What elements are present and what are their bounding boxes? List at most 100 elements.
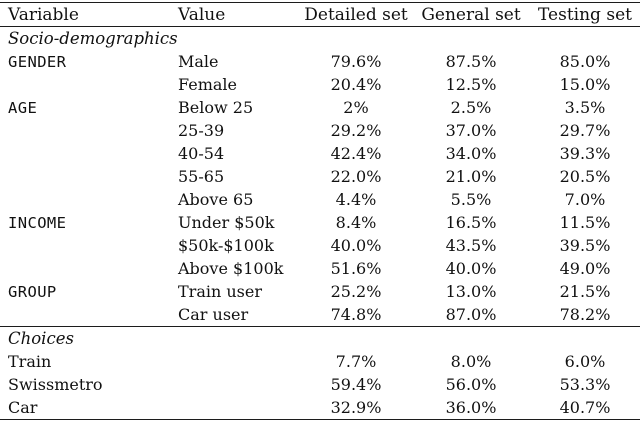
cell-value: 55-65 (178, 167, 225, 186)
cell-detailed-set: 2% (343, 98, 369, 117)
cell-detailed-set: 8.4% (335, 213, 377, 232)
cell-detailed-set: 59.4% (330, 375, 382, 394)
cell-variable: INCOME (8, 213, 67, 232)
cell-variable: Car (8, 398, 38, 417)
cell-general-set: 43.5% (445, 236, 497, 255)
cell-variable (0, 142, 170, 165)
table-row: Swissmetro 59.4% 56.0% 53.3% (0, 373, 640, 396)
cell-general-set: 2.5% (450, 98, 492, 117)
cell-testing-set: 85.0% (559, 52, 611, 71)
table-header: Variable Value Detailed set General set … (0, 2, 640, 27)
cell-value: Male (178, 52, 219, 71)
cell-general-set: 36.0% (445, 398, 497, 417)
cell-general-set: 8.0% (450, 352, 492, 371)
table-row: INCOME Under $50k 8.4% 16.5% 11.5% (0, 211, 640, 234)
cell-general-set: 16.5% (445, 213, 497, 232)
cell-detailed-set: 22.0% (330, 167, 382, 186)
cell-testing-set: 40.7% (559, 398, 611, 417)
cell-detailed-set: 40.0% (330, 236, 382, 255)
section-row: Socio-demographics (0, 27, 640, 51)
column-header-variable: Variable (0, 2, 170, 27)
cell-value (170, 396, 300, 420)
cell-general-set: 87.5% (445, 52, 497, 71)
section-title: Choices (0, 326, 640, 350)
cell-general-set: 5.5% (450, 190, 492, 209)
table-row: Car user 74.8% 87.0% 78.2% (0, 303, 640, 327)
cell-general-set: 21.0% (445, 167, 497, 186)
cell-testing-set: 39.5% (559, 236, 611, 255)
cell-testing-set: 11.5% (559, 213, 611, 232)
table-body: Socio-demographics GENDER Male 79.6% 87.5% 85… (0, 27, 640, 420)
table-row: GENDER Male 79.6% 87.5% 85.0% (0, 50, 640, 73)
cell-detailed-set: 79.6% (330, 52, 382, 71)
cell-general-set: 87.0% (445, 305, 497, 324)
table-row: Car 32.9% 36.0% 40.7% (0, 396, 640, 420)
cell-variable (0, 119, 170, 142)
cell-general-set: 56.0% (445, 375, 497, 394)
cell-variable (0, 234, 170, 257)
cell-detailed-set: 42.4% (330, 144, 382, 163)
cell-variable (0, 257, 170, 280)
cell-value: Below 25 (178, 98, 254, 117)
cell-testing-set: 39.3% (559, 144, 611, 163)
table-row: GROUP Train user 25.2% 13.0% 21.5% (0, 280, 640, 303)
cell-detailed-set: 32.9% (330, 398, 382, 417)
cell-value: Female (178, 75, 237, 94)
cell-detailed-set: 25.2% (330, 282, 382, 301)
column-header-value: Value (170, 2, 300, 27)
cell-testing-set: 15.0% (559, 75, 611, 94)
cell-testing-set: 7.0% (564, 190, 606, 209)
cell-testing-set: 53.3% (559, 375, 611, 394)
table-row: 55-65 22.0% 21.0% 20.5% (0, 165, 640, 188)
cell-testing-set: 6.0% (564, 352, 606, 371)
cell-value: Above $100k (178, 259, 284, 278)
section-title: Socio-demographics (8, 29, 178, 48)
cell-general-set: 13.0% (445, 282, 497, 301)
table-row: 25-39 29.2% 37.0% 29.7% (0, 119, 640, 142)
cell-value: 40-54 (178, 144, 225, 163)
cell-variable (0, 303, 170, 327)
table-row: Train 7.7% 8.0% 6.0% (0, 350, 640, 373)
table-row: Female 20.4% 12.5% 15.0% (0, 73, 640, 96)
cell-testing-set: 29.7% (559, 121, 611, 140)
cell-testing-set: 49.0% (559, 259, 611, 278)
cell-value: Above 65 (178, 190, 254, 209)
cell-variable (0, 73, 170, 96)
cell-value (170, 373, 300, 396)
cell-general-set: 40.0% (445, 259, 497, 278)
cell-detailed-set: 7.7% (335, 352, 377, 371)
cell-variable: Train (8, 352, 52, 371)
cell-variable: GENDER (8, 52, 67, 71)
cell-testing-set: 20.5% (559, 167, 611, 186)
cell-detailed-set: 51.6% (330, 259, 382, 278)
cell-variable (0, 165, 170, 188)
table-row: Above $100k 51.6% 40.0% 49.0% (0, 257, 640, 280)
cell-value: Train user (178, 282, 262, 301)
header-row: Variable Value Detailed set General set … (0, 2, 640, 27)
table-row: AGE Below 25 2% 2.5% 3.5% (0, 96, 640, 119)
cell-value: $50k-$100k (178, 236, 274, 255)
table-row: Above 65 4.4% 5.5% 7.0% (0, 188, 640, 211)
cell-detailed-set: 74.8% (330, 305, 382, 324)
cell-variable: Swissmetro (8, 375, 103, 394)
cell-testing-set: 3.5% (564, 98, 606, 117)
cell-testing-set: 21.5% (559, 282, 611, 301)
column-header-general-set: General set (412, 2, 530, 27)
cell-detailed-set: 20.4% (330, 75, 382, 94)
cell-variable (0, 188, 170, 211)
cell-testing-set: 78.2% (559, 305, 611, 324)
cell-variable: GROUP (8, 282, 57, 301)
cell-detailed-set: 29.2% (330, 121, 382, 140)
cell-variable: AGE (8, 98, 38, 117)
column-header-testing-set: Testing set (530, 2, 640, 27)
cell-value: 25-39 (178, 121, 225, 140)
table-row: $50k-$100k 40.0% 43.5% 39.5% (0, 234, 640, 257)
cell-general-set: 34.0% (445, 144, 497, 163)
cell-value (170, 350, 300, 373)
table-row: 40-54 42.4% 34.0% 39.3% (0, 142, 640, 165)
cell-detailed-set: 4.4% (335, 190, 377, 209)
cell-value: Under $50k (178, 213, 275, 232)
cell-general-set: 37.0% (445, 121, 497, 140)
